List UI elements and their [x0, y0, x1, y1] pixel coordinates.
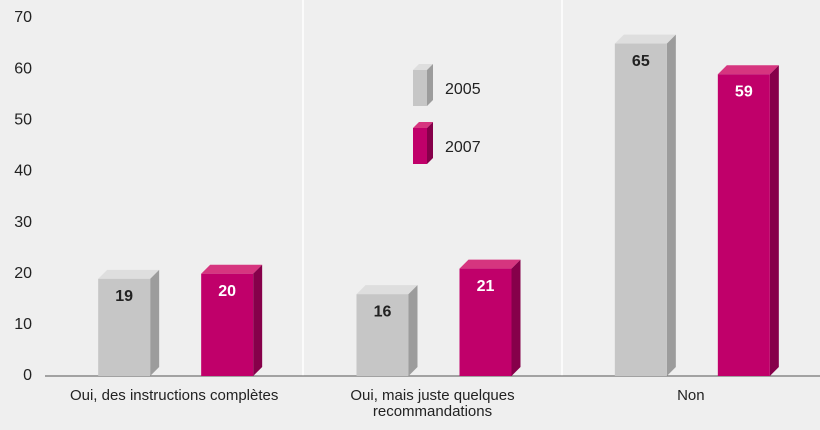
y-tick-label: 60	[14, 60, 32, 77]
data-label: 65	[632, 53, 650, 70]
y-tick-label: 40	[14, 163, 32, 180]
bar-side	[150, 269, 160, 376]
bar-side	[511, 259, 521, 376]
data-label: 59	[735, 83, 753, 100]
x-tick-label: Non	[677, 387, 705, 404]
legend-swatch-top	[413, 64, 433, 70]
y-tick-label: 20	[14, 265, 32, 282]
legend-swatch-side	[427, 122, 433, 164]
bar-side	[253, 264, 263, 376]
bar-top	[614, 34, 676, 44]
data-label: 19	[115, 288, 133, 305]
bar-side	[666, 34, 676, 376]
y-tick-label: 10	[14, 316, 32, 333]
bar-side	[769, 65, 779, 376]
bar-top	[201, 264, 263, 274]
bar	[98, 278, 151, 376]
bar-side	[408, 285, 418, 376]
bar	[717, 74, 770, 376]
bar	[201, 273, 254, 376]
y-tick-label: 50	[14, 112, 32, 129]
legend-label: 2005	[445, 81, 481, 98]
x-tick-label: Oui, des instructions complètes	[69, 387, 279, 404]
bar	[614, 43, 667, 376]
legend-swatch	[413, 128, 427, 164]
legend-label: 2007	[445, 139, 481, 156]
bar	[356, 294, 409, 376]
legend-swatch-top	[413, 122, 433, 128]
y-tick-label: 30	[14, 214, 32, 231]
bar-top	[717, 65, 779, 75]
bar	[459, 268, 512, 376]
legend-swatch	[413, 70, 427, 106]
bar-top	[459, 259, 521, 269]
data-label: 20	[218, 283, 236, 300]
y-tick-label: 0	[23, 367, 32, 384]
bar-top	[98, 269, 160, 279]
y-tick-label: 70	[14, 9, 32, 26]
data-label: 16	[374, 303, 392, 320]
x-tick-label: Oui, mais juste quelques recommandations	[350, 387, 515, 420]
data-label: 21	[477, 278, 495, 295]
legend-swatch-side	[427, 64, 433, 106]
bar-top	[356, 285, 418, 295]
